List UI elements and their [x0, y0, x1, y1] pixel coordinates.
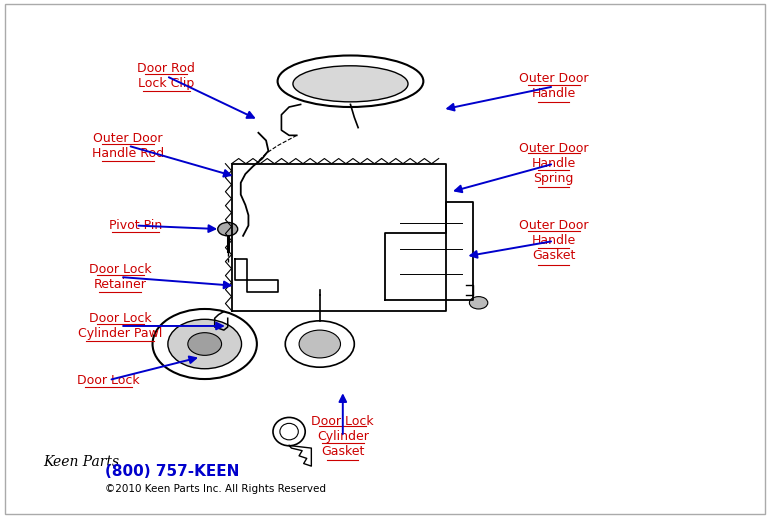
Text: Pivot Pin: Pivot Pin — [109, 219, 162, 232]
Circle shape — [218, 222, 238, 236]
Text: Outer Door
Handle Rod: Outer Door Handle Rod — [92, 132, 164, 160]
Text: Door Lock: Door Lock — [78, 373, 140, 386]
Text: Keen Parts: Keen Parts — [44, 455, 119, 469]
Text: Outer Door
Handle
Gasket: Outer Door Handle Gasket — [519, 220, 588, 263]
Text: Door Lock
Retainer: Door Lock Retainer — [89, 263, 152, 291]
Ellipse shape — [293, 66, 408, 102]
Circle shape — [168, 319, 242, 369]
Circle shape — [152, 309, 257, 379]
Text: Door Lock
Cylinder
Gasket: Door Lock Cylinder Gasket — [312, 415, 374, 458]
Circle shape — [285, 321, 354, 367]
Circle shape — [299, 330, 340, 358]
Circle shape — [470, 297, 488, 309]
Text: (800) 757-KEEN: (800) 757-KEEN — [105, 465, 239, 480]
Text: Outer Door
Handle: Outer Door Handle — [519, 73, 588, 100]
Text: Door Rod
Lock Clip: Door Rod Lock Clip — [137, 62, 196, 90]
Circle shape — [188, 333, 222, 355]
Text: Door Lock
Cylinder Pawl: Door Lock Cylinder Pawl — [78, 312, 162, 340]
Text: Outer Door
Handle
Spring: Outer Door Handle Spring — [519, 142, 588, 185]
Text: ©2010 Keen Parts Inc. All Rights Reserved: ©2010 Keen Parts Inc. All Rights Reserve… — [105, 484, 326, 494]
